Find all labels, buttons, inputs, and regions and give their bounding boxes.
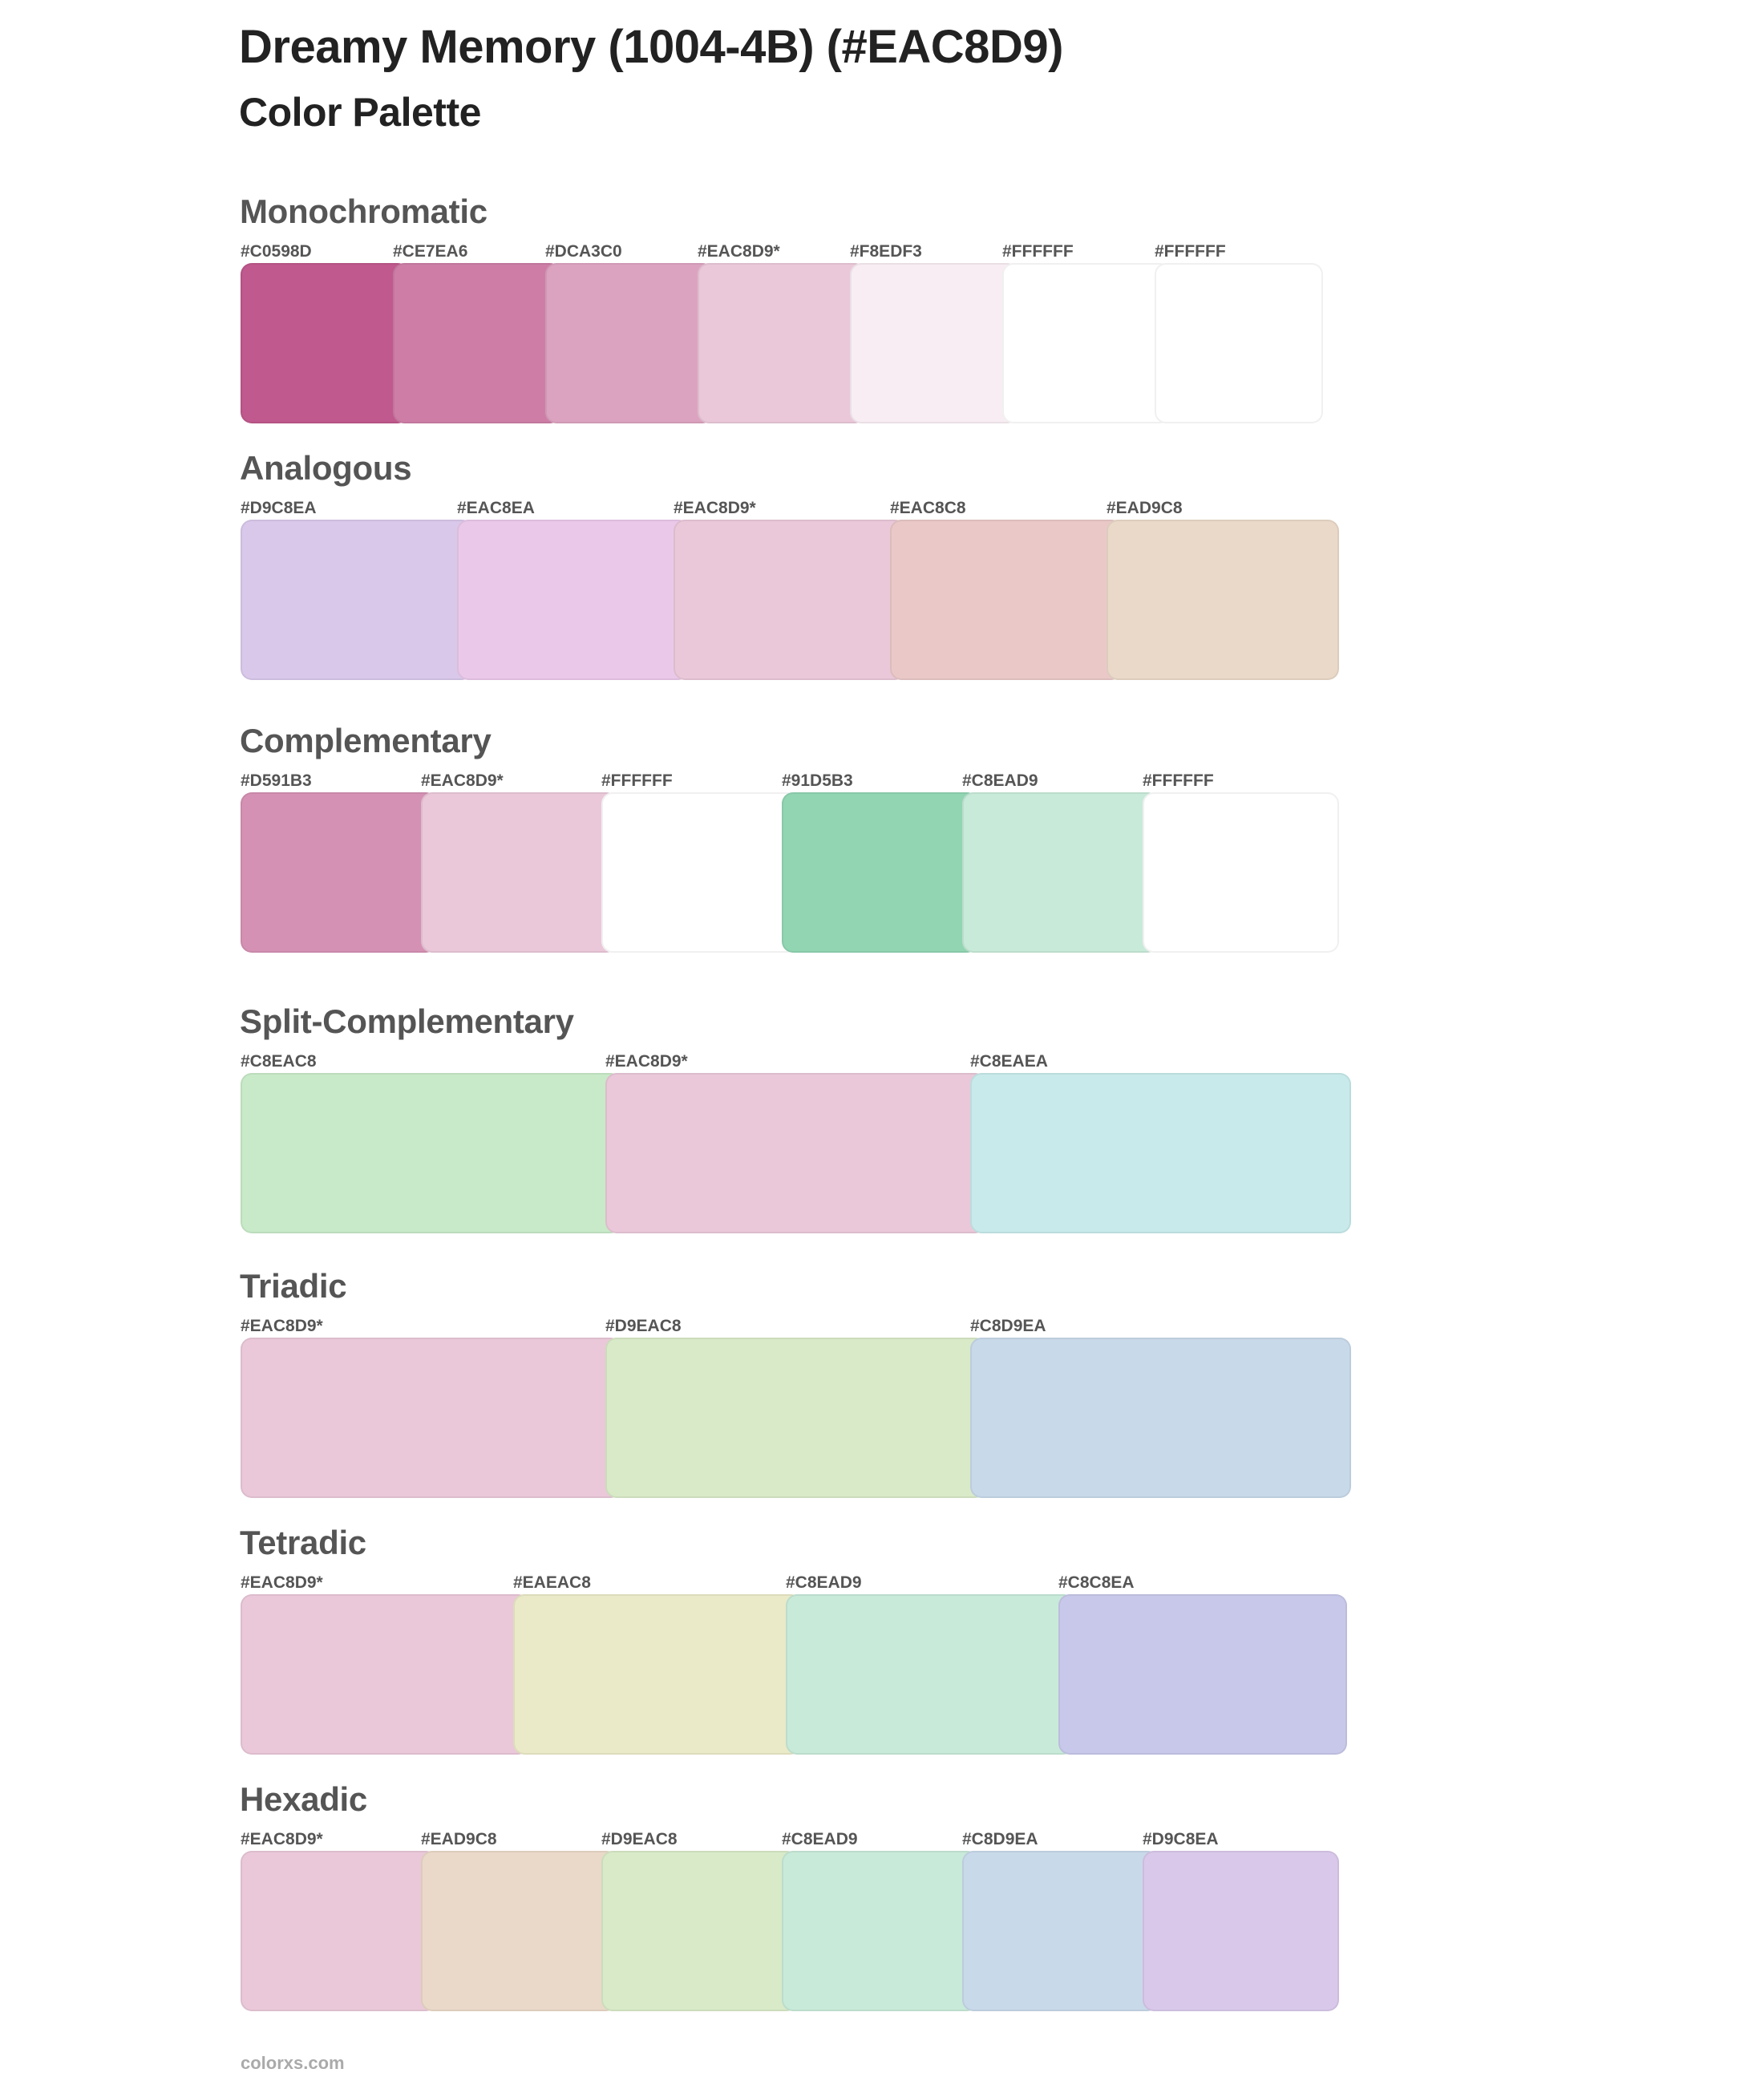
color-swatch[interactable] <box>241 1851 437 2011</box>
swatch-hex-label: #C8EAEA <box>970 1052 1048 1071</box>
color-swatch[interactable] <box>782 792 978 953</box>
page-title: Dreamy Memory (1004-4B) (#EAC8D9) <box>239 21 1063 73</box>
color-swatch[interactable] <box>1155 263 1323 423</box>
color-swatch[interactable] <box>850 263 1018 423</box>
swatch-hex-label: #91D5B3 <box>782 771 853 790</box>
section-heading: Complementary <box>240 722 492 759</box>
color-swatch[interactable] <box>601 1851 798 2011</box>
color-swatch[interactable] <box>970 1073 1351 1233</box>
color-swatch[interactable] <box>393 263 561 423</box>
swatch-hex-label: #C8EAD9 <box>962 771 1038 790</box>
swatch-hex-label: #D9C8EA <box>241 499 317 517</box>
swatch-hex-label: #EAC8D9* <box>241 1830 323 1848</box>
swatch-hex-label: #EAEAC8 <box>513 1573 591 1592</box>
color-swatch[interactable] <box>605 1073 986 1233</box>
section-heading: Analogous <box>240 449 412 487</box>
swatch-hex-label: #EAC8D9* <box>605 1052 688 1071</box>
color-swatch[interactable] <box>1002 263 1171 423</box>
swatch-hex-label: #C0598D <box>241 242 312 261</box>
color-swatch[interactable] <box>241 263 409 423</box>
color-swatch[interactable] <box>962 1851 1159 2011</box>
color-swatch[interactable] <box>513 1594 802 1755</box>
color-swatch[interactable] <box>1143 792 1339 953</box>
color-swatch[interactable] <box>962 792 1159 953</box>
swatch-hex-label: #D9C8EA <box>1143 1830 1219 1848</box>
swatch-hex-label: #EAC8D9* <box>674 499 756 517</box>
swatch-hex-label: #FFFFFF <box>601 771 673 790</box>
color-swatch[interactable] <box>605 1338 986 1498</box>
swatch-hex-label: #C8EAC8 <box>241 1052 317 1071</box>
swatch-hex-label: #EAC8D9* <box>241 1573 323 1592</box>
section-heading: Monochromatic <box>240 192 488 230</box>
color-swatch[interactable] <box>421 792 617 953</box>
section-heading: Split-Complementary <box>240 1002 574 1040</box>
swatch-hex-label: #EAC8D9* <box>241 1317 323 1335</box>
section-heading: Tetradic <box>240 1524 366 1561</box>
color-swatch[interactable] <box>241 1073 621 1233</box>
swatch-hex-label: #CE7EA6 <box>393 242 468 261</box>
color-swatch[interactable] <box>421 1851 617 2011</box>
color-swatch[interactable] <box>786 1594 1074 1755</box>
color-swatch[interactable] <box>782 1851 978 2011</box>
color-swatch[interactable] <box>1058 1594 1347 1755</box>
color-swatch[interactable] <box>1143 1851 1339 2011</box>
section-heading: Hexadic <box>240 1780 367 1818</box>
color-swatch[interactable] <box>241 1338 621 1498</box>
color-swatch[interactable] <box>457 520 690 680</box>
color-swatch[interactable] <box>890 520 1123 680</box>
swatch-hex-label: #FFFFFF <box>1143 771 1214 790</box>
color-swatch[interactable] <box>241 792 437 953</box>
swatch-hex-label: #C8D9EA <box>962 1830 1038 1848</box>
page-subtitle: Color Palette <box>239 90 481 135</box>
swatch-hex-label: #EAC8EA <box>457 499 535 517</box>
swatch-hex-label: #FFFFFF <box>1155 242 1226 261</box>
color-swatch[interactable] <box>241 520 473 680</box>
swatch-hex-label: #C8D9EA <box>970 1317 1046 1335</box>
swatch-hex-label: #D9EAC8 <box>605 1317 682 1335</box>
color-swatch[interactable] <box>1107 520 1339 680</box>
color-swatch[interactable] <box>698 263 866 423</box>
swatch-hex-label: #EAC8C8 <box>890 499 966 517</box>
color-swatch[interactable] <box>970 1338 1351 1498</box>
swatch-hex-label: #F8EDF3 <box>850 242 922 261</box>
color-swatch[interactable] <box>674 520 906 680</box>
swatch-hex-label: #C8C8EA <box>1058 1573 1135 1592</box>
footer-site-link[interactable]: colorxs.com <box>241 2053 345 2073</box>
swatch-hex-label: #FFFFFF <box>1002 242 1074 261</box>
swatch-hex-label: #EAD9C8 <box>1107 499 1183 517</box>
swatch-hex-label: #EAC8D9* <box>421 771 504 790</box>
color-swatch[interactable] <box>601 792 798 953</box>
swatch-hex-label: #C8EAD9 <box>786 1573 862 1592</box>
swatch-hex-label: #EAC8D9* <box>698 242 780 261</box>
section-heading: Triadic <box>240 1267 347 1305</box>
color-swatch[interactable] <box>241 1594 529 1755</box>
swatch-hex-label: #DCA3C0 <box>545 242 622 261</box>
swatch-hex-label: #C8EAD9 <box>782 1830 858 1848</box>
swatch-hex-label: #EAD9C8 <box>421 1830 497 1848</box>
swatch-hex-label: #D591B3 <box>241 771 312 790</box>
color-swatch[interactable] <box>545 263 714 423</box>
swatch-hex-label: #D9EAC8 <box>601 1830 678 1848</box>
